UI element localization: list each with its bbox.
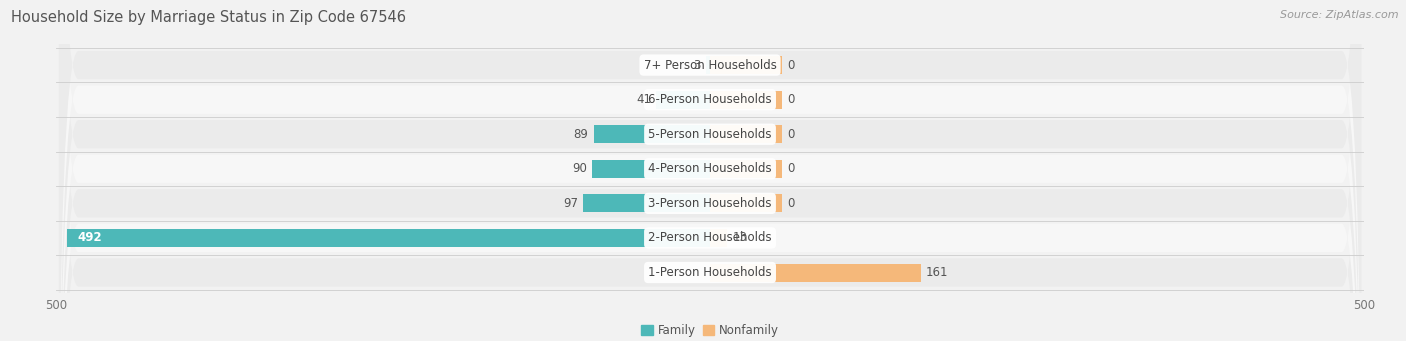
FancyBboxPatch shape	[59, 0, 1361, 341]
FancyBboxPatch shape	[59, 0, 1361, 341]
Text: 0: 0	[787, 197, 794, 210]
Text: 0: 0	[787, 59, 794, 72]
Bar	[593, 125, 710, 143]
Bar	[66, 229, 710, 247]
Text: 41: 41	[636, 93, 651, 106]
Text: 3: 3	[693, 59, 700, 72]
Text: 90: 90	[572, 162, 588, 175]
FancyBboxPatch shape	[59, 0, 1361, 341]
Bar	[583, 194, 710, 212]
Bar	[657, 91, 710, 109]
Bar	[710, 125, 782, 143]
FancyBboxPatch shape	[59, 0, 1361, 341]
Text: 4-Person Households: 4-Person Households	[648, 162, 772, 175]
Text: 0: 0	[787, 162, 794, 175]
FancyBboxPatch shape	[59, 0, 1361, 341]
Text: 0: 0	[787, 128, 794, 141]
Bar	[710, 91, 782, 109]
Text: 2-Person Households: 2-Person Households	[648, 232, 772, 244]
Bar	[710, 160, 782, 178]
Bar	[710, 264, 921, 282]
Legend: Family, Nonfamily: Family, Nonfamily	[637, 320, 783, 341]
Text: 0: 0	[787, 93, 794, 106]
Text: 97: 97	[562, 197, 578, 210]
Text: 89: 89	[574, 128, 589, 141]
Bar	[710, 194, 782, 212]
Text: 5-Person Households: 5-Person Households	[648, 128, 772, 141]
Bar	[706, 56, 710, 74]
Bar	[710, 56, 782, 74]
Bar	[592, 160, 710, 178]
Text: 13: 13	[733, 232, 747, 244]
Text: Source: ZipAtlas.com: Source: ZipAtlas.com	[1281, 10, 1399, 20]
Text: 492: 492	[77, 232, 101, 244]
FancyBboxPatch shape	[59, 0, 1361, 341]
Text: 6-Person Households: 6-Person Households	[648, 93, 772, 106]
Text: 161: 161	[925, 266, 948, 279]
Text: 1-Person Households: 1-Person Households	[648, 266, 772, 279]
Text: 3-Person Households: 3-Person Households	[648, 197, 772, 210]
Text: 7+ Person Households: 7+ Person Households	[644, 59, 776, 72]
Bar	[710, 229, 727, 247]
FancyBboxPatch shape	[59, 0, 1361, 341]
Text: Household Size by Marriage Status in Zip Code 67546: Household Size by Marriage Status in Zip…	[11, 10, 406, 25]
